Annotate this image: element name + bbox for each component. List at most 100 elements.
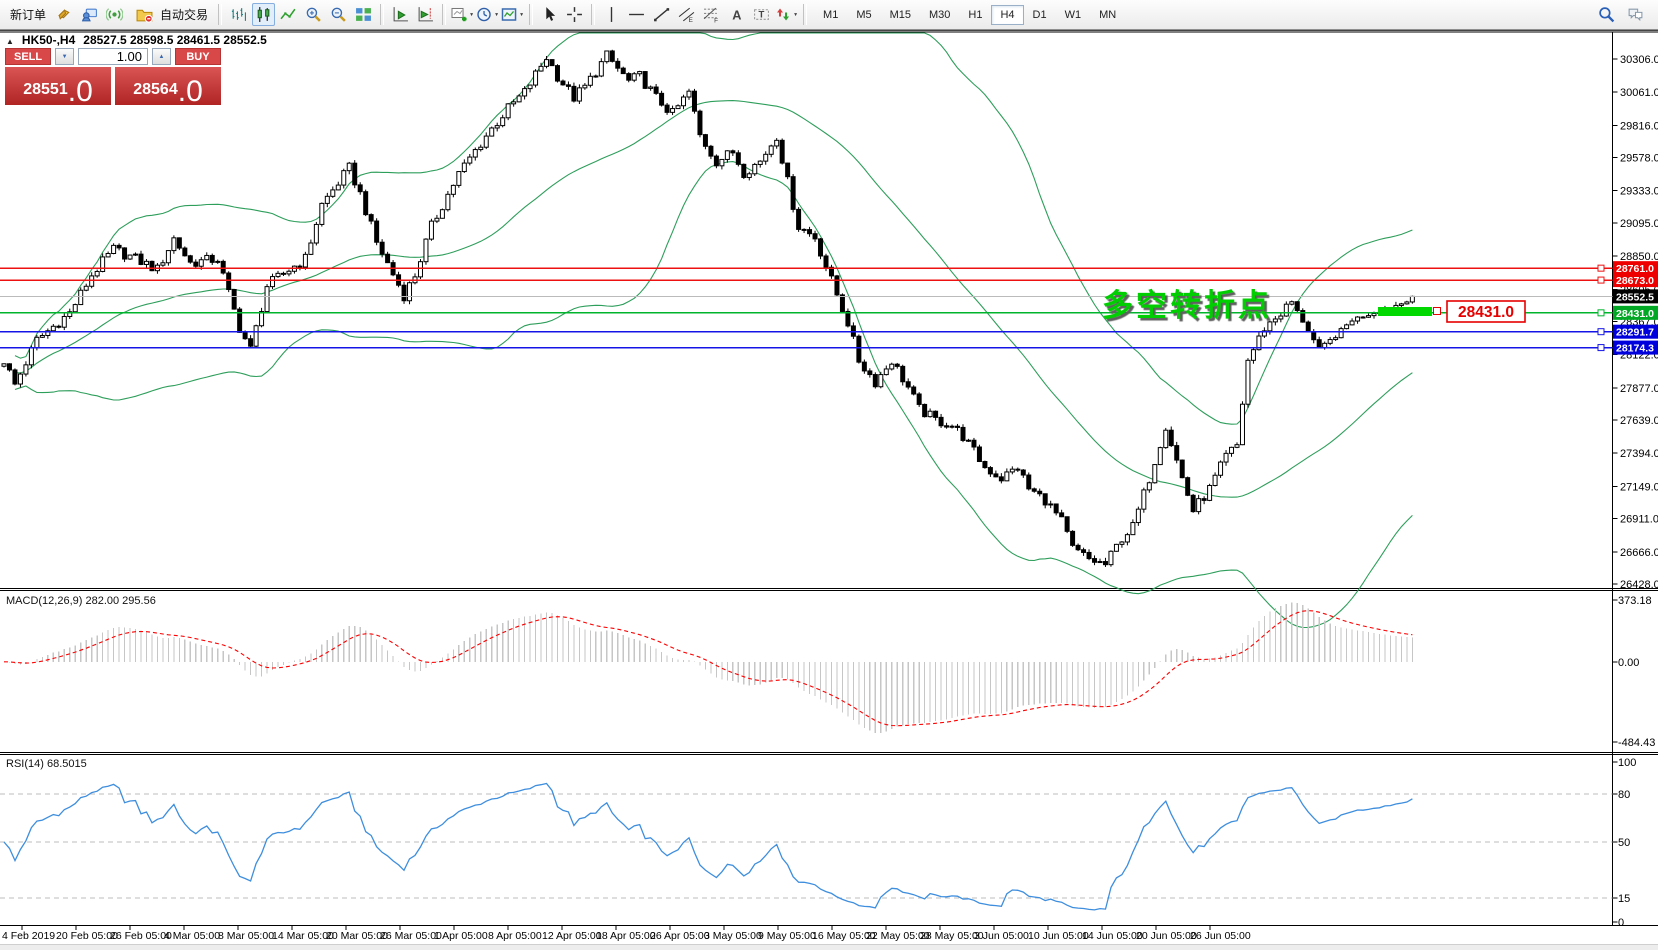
auto-scroll-icon[interactable]: [389, 3, 412, 26]
sell-price[interactable]: 28551.0: [5, 67, 111, 106]
cursor-icon[interactable]: [538, 3, 561, 26]
toolbar-separator: [442, 4, 447, 25]
volume-input[interactable]: [78, 48, 148, 65]
svg-text:3 May 05:00: 3 May 05:00: [704, 930, 762, 942]
buy-price[interactable]: 28564.0: [115, 67, 221, 108]
tile-windows-icon[interactable]: [352, 3, 375, 26]
equidistant-channel-icon[interactable]: E: [675, 3, 698, 26]
svg-text:8 Apr 05:00: 8 Apr 05:00: [488, 930, 542, 942]
price-tag-box[interactable]: [1446, 300, 1526, 323]
crosshair-icon[interactable]: [563, 3, 586, 26]
tag-handle[interactable]: [1433, 307, 1441, 315]
candlestick-chart-icon[interactable]: [252, 3, 276, 26]
autotrading-button[interactable]: 自动交易: [128, 1, 213, 28]
svg-text:20 Jun 05:00: 20 Jun 05:00: [1136, 930, 1197, 942]
bar-chart-icon[interactable]: [227, 3, 250, 26]
zoom-out-icon[interactable]: [327, 3, 350, 26]
periods-icon[interactable]: [476, 3, 499, 26]
chart-shift-icon[interactable]: [414, 3, 437, 26]
sell-price-main: 28551: [23, 81, 68, 98]
panel-collapse-icon[interactable]: [6, 33, 14, 47]
trendline-icon[interactable]: [650, 3, 673, 26]
line-handle[interactable]: [1597, 264, 1605, 272]
timeframe-MN[interactable]: MN: [1090, 5, 1125, 25]
timeframe-H4[interactable]: H4: [991, 4, 1024, 25]
new-chart-icon[interactable]: [451, 3, 474, 26]
buy-price-frac: .0: [177, 74, 203, 108]
svg-text:27877.0: 27877.0: [1620, 383, 1658, 395]
svg-text:27149.0: 27149.0: [1620, 481, 1658, 493]
svg-text:100: 100: [1618, 757, 1636, 769]
chart-title: HK50-,H4 28527.5 28598.5 28461.5 28552.5: [6, 33, 267, 47]
zoom-in-icon[interactable]: [302, 3, 325, 26]
price-tag-text: 28431.0: [1458, 304, 1514, 321]
rsi-line: [3, 782, 1413, 911]
svg-text:12 Apr 05:00: 12 Apr 05:00: [542, 930, 602, 942]
annotation-objects[interactable]: 28431.0: [1378, 300, 1526, 323]
text-label-icon[interactable]: T: [750, 3, 773, 26]
volume-decrease-button[interactable]: [55, 48, 74, 65]
svg-text:E: E: [689, 17, 693, 23]
buy-price-main: 28564: [133, 81, 178, 98]
fibonacci-icon[interactable]: F: [700, 3, 723, 26]
vertical-line-icon[interactable]: [600, 3, 623, 26]
svg-text:30061.0: 30061.0: [1620, 87, 1658, 99]
svg-text:18 Apr 05:00: 18 Apr 05:00: [596, 930, 656, 942]
line-handle[interactable]: [1597, 276, 1605, 284]
annotation-text[interactable]: 多空转折点: [1102, 288, 1272, 323]
text-icon[interactable]: A: [725, 3, 748, 26]
svg-text:28761.0: 28761.0: [1616, 263, 1654, 275]
line-handle[interactable]: [1597, 309, 1605, 317]
timeframe-M15[interactable]: M15: [881, 5, 920, 25]
market-watch-icon[interactable]: [53, 3, 76, 26]
new-order-label: 新订单: [10, 8, 47, 22]
timeframe-M30[interactable]: M30: [920, 5, 959, 25]
svg-text:22 May 05:00: 22 May 05:00: [866, 930, 930, 942]
terminal-icon[interactable]: [78, 3, 101, 26]
macd-label: MACD(12,26,9) 282.00 295.56: [6, 595, 156, 607]
svg-text:28291.7: 28291.7: [1616, 327, 1654, 339]
timeframe-W1[interactable]: W1: [1056, 5, 1091, 25]
svg-text:F: F: [714, 17, 718, 23]
level-lines[interactable]: [0, 264, 1613, 352]
sell-button[interactable]: SELL: [5, 48, 52, 65]
symbol-period-label: HK50-,H4: [21, 33, 76, 47]
buy-button[interactable]: BUY: [174, 48, 221, 65]
svg-text:T: T: [759, 10, 765, 21]
svg-text:14 Jun 05:00: 14 Jun 05:00: [1082, 930, 1143, 942]
line-handle[interactable]: [1597, 328, 1605, 336]
new-order-button[interactable]: 新订单: [5, 4, 51, 25]
line-chart-icon[interactable]: [277, 3, 300, 26]
signals-icon[interactable]: [103, 3, 126, 26]
svg-text:29095.0: 29095.0: [1620, 218, 1658, 230]
svg-text:0: 0: [1618, 917, 1624, 929]
line-handle[interactable]: [1597, 344, 1605, 352]
highlight-bar[interactable]: [1378, 307, 1432, 316]
toolbar-right-group: [1595, 3, 1653, 26]
svg-text:3 Jun 05:00: 3 Jun 05:00: [974, 930, 1029, 942]
svg-text:26 Apr 05:00: 26 Apr 05:00: [650, 930, 710, 942]
svg-text:28552.5: 28552.5: [1616, 291, 1654, 303]
timeframe-M1[interactable]: M1: [814, 5, 847, 25]
svg-text:28 May 05:00: 28 May 05:00: [920, 930, 984, 942]
chat-icon[interactable]: [1624, 3, 1647, 26]
toolbar-separator: [803, 4, 808, 25]
timeframe-D1[interactable]: D1: [1024, 5, 1056, 25]
svg-text:1 Apr 05:00: 1 Apr 05:00: [434, 930, 488, 942]
svg-text:373.18: 373.18: [1618, 595, 1652, 607]
rsi-panel: 100 80 50 15 0: [0, 757, 1636, 929]
timeframe-M5[interactable]: M5: [847, 5, 880, 25]
templates-icon[interactable]: [501, 3, 524, 26]
search-icon[interactable]: [1595, 3, 1618, 26]
autotrading-icon: [133, 3, 156, 26]
volume-increase-button[interactable]: [152, 48, 171, 65]
svg-text:27394.0: 27394.0: [1620, 448, 1658, 460]
timeframe-H1[interactable]: H1: [959, 5, 991, 25]
horizontal-line-icon[interactable]: [625, 3, 648, 26]
arrows-icon[interactable]: [775, 3, 798, 26]
toolbar-separator: [591, 4, 596, 25]
ohlc-values: 28527.5 28598.5 28461.5 28552.5: [83, 33, 267, 47]
